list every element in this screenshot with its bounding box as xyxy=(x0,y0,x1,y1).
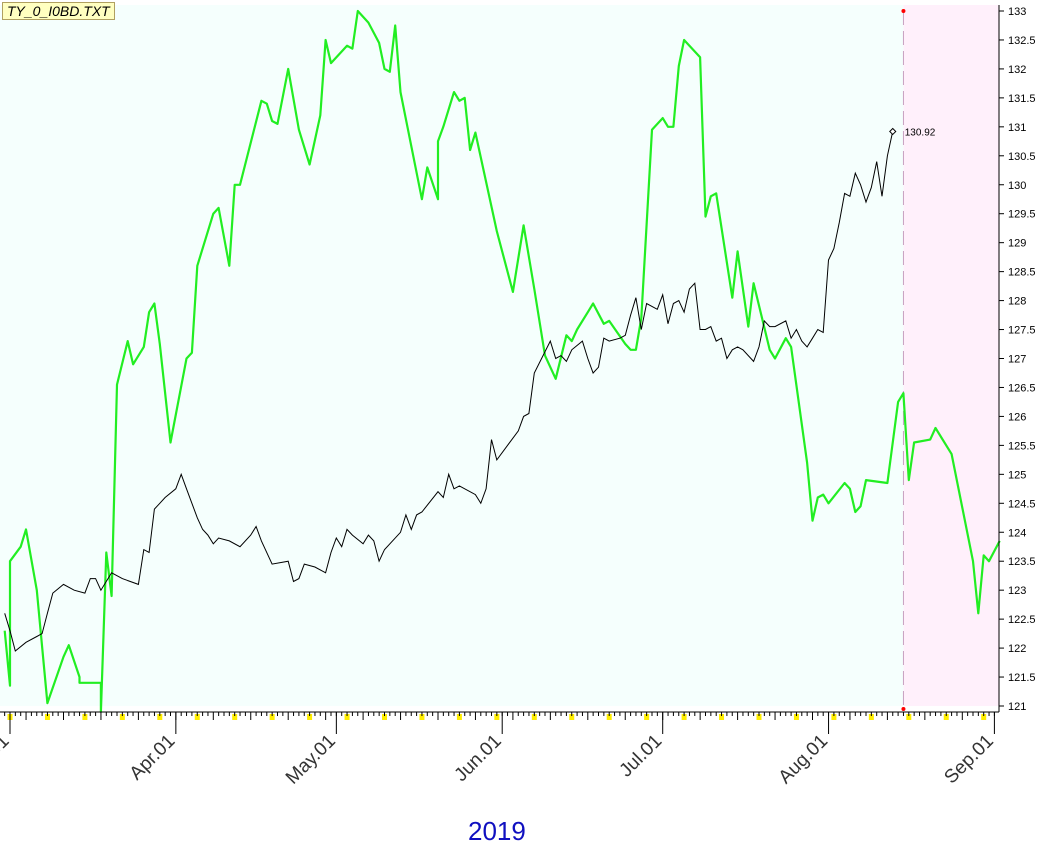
y-tick-label: 127 xyxy=(1008,354,1026,366)
x-week-marker xyxy=(606,714,612,720)
x-tick-label: Jun.01 xyxy=(451,731,506,786)
y-axis: 121 121.5 122 122.5 123 123.5 124 124.5 125 125.5… xyxy=(999,6,1036,713)
x-week-marker xyxy=(569,714,575,720)
y-tick-label: 122.5 xyxy=(1008,614,1036,626)
x-week-marker xyxy=(719,714,725,720)
x-week-marker xyxy=(681,714,687,720)
price-line xyxy=(4,131,894,652)
year-label: 2019 xyxy=(468,816,526,846)
x-week-marker xyxy=(981,714,987,720)
x-tick-label: May.01 xyxy=(282,731,340,789)
x-week-marker xyxy=(419,714,425,720)
x-week-marker xyxy=(344,714,350,720)
x-week-marker xyxy=(232,714,238,720)
chart-title: TY_0_I0BD.TXT xyxy=(2,2,115,20)
y-tick-label: 129 xyxy=(1008,238,1026,250)
y-tick-label: 131 xyxy=(1008,122,1026,134)
x-tick-label: Sep.01 xyxy=(940,731,997,788)
y-tick-label: 128 xyxy=(1008,296,1026,308)
x-week-marker xyxy=(307,714,313,720)
y-tick-label: 123.5 xyxy=(1008,556,1036,568)
x-week-marker xyxy=(943,714,949,720)
x-tick-label: Mar.01 xyxy=(0,731,14,787)
x-week-marker xyxy=(194,714,200,720)
y-tick-label: 121.5 xyxy=(1008,672,1036,684)
x-week-marker xyxy=(756,714,762,720)
x-week-marker xyxy=(157,714,163,720)
x-week-marker xyxy=(531,714,537,720)
y-tick-label: 131.5 xyxy=(1008,93,1036,105)
x-week-marker xyxy=(831,714,837,720)
y-tick-label: 123 xyxy=(1008,585,1026,597)
y-tick-label: 133 xyxy=(1008,6,1026,18)
y-tick-label: 125.5 xyxy=(1008,440,1036,452)
x-tick-label: Apr.01 xyxy=(126,731,180,785)
y-tick-label: 121 xyxy=(1008,701,1026,713)
forecast-start-marker-top xyxy=(901,9,906,13)
history-background xyxy=(0,5,904,706)
x-week-marker xyxy=(269,714,275,720)
x-week-marker xyxy=(456,714,462,720)
forecast-start-marker-bottom xyxy=(901,707,906,711)
x-week-marker xyxy=(644,714,650,720)
last-value-marker xyxy=(889,127,897,136)
y-tick-label: 122 xyxy=(1008,643,1026,655)
x-week-marker xyxy=(82,714,88,720)
x-week-marker xyxy=(382,714,387,720)
y-tick-label: 124 xyxy=(1008,527,1026,539)
y-tick-label: 130.5 xyxy=(1008,151,1036,163)
x-week-marker xyxy=(119,714,125,720)
y-tick-label: 128.5 xyxy=(1008,267,1036,279)
x-week-marker xyxy=(494,714,500,720)
y-tick-label: 125 xyxy=(1008,469,1026,481)
y-tick-label: 126 xyxy=(1008,411,1026,423)
y-tick-label: 130 xyxy=(1008,180,1026,192)
x-week-marker xyxy=(868,714,874,720)
y-tick-label: 132.5 xyxy=(1008,35,1036,47)
forecast-line xyxy=(3,9,1001,713)
x-tick-label: Jul.01 xyxy=(616,731,667,782)
forecast-background xyxy=(903,5,999,706)
y-tick-label: 127.5 xyxy=(1008,325,1036,337)
x-week-marker xyxy=(44,714,50,720)
x-tick-label: Aug.01 xyxy=(775,731,832,788)
y-tick-label: 129.5 xyxy=(1008,209,1036,221)
x-week-marker xyxy=(793,714,799,720)
y-tick-label: 132 xyxy=(1008,64,1026,76)
y-tick-label: 126.5 xyxy=(1008,382,1036,394)
x-week-marker xyxy=(906,714,912,720)
x-axis: Mar.01 Apr.01 May.01 Jun.01 Jul.01 Aug.01 Sep.… xyxy=(0,712,998,789)
y-tick-label: 124.5 xyxy=(1008,498,1036,510)
last-value-label: 130.92 xyxy=(905,127,936,138)
